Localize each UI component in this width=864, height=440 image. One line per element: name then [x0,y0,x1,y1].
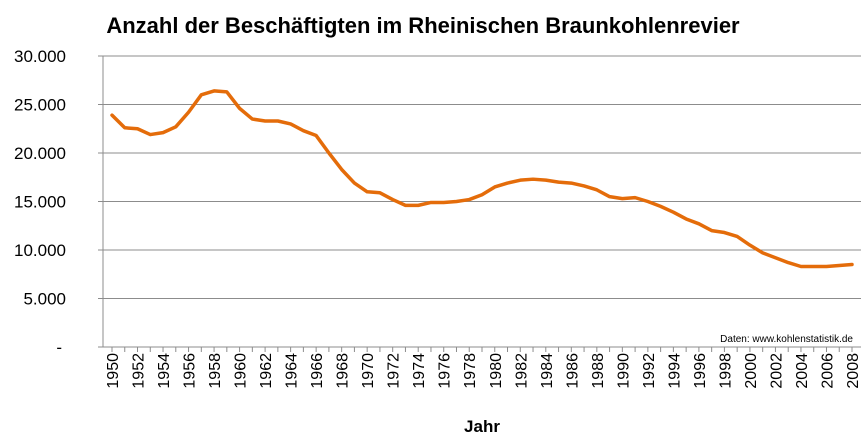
x-tick-label: 1998 [717,353,734,389]
x-axis-ticks: 1950 1952 1954 1956 1958 1960 1962 1964 1966 1968… [105,347,862,389]
series-layer [110,89,854,269]
y-tick-label: - [56,338,62,357]
x-tick-label: 1966 [309,353,326,389]
series-line [110,89,854,269]
x-tick-label: 1958 [207,353,224,389]
x-tick-label: 1974 [411,353,428,389]
x-axis-label: Jahr [464,417,500,436]
y-tick-label: 20.000 [14,144,66,163]
x-tick-label: 2004 [794,353,811,389]
x-tick-label: 1950 [105,353,122,389]
x-tick-label: 2008 [845,353,862,389]
x-tick-label: 1994 [666,353,683,389]
y-tick-label: 15.000 [14,193,66,212]
y-tick-label: 10.000 [14,241,66,260]
x-tick-label: 2006 [819,353,836,389]
x-tick-label: 1984 [539,353,556,389]
x-tick-label: 1956 [182,353,199,389]
x-tick-label: 1976 [437,353,454,389]
x-tick-label: 1982 [513,353,530,389]
x-tick-label: 1970 [360,353,377,389]
x-tick-label: 1960 [233,353,250,389]
x-tick-label: 1978 [462,353,479,389]
y-tick-label: 30.000 [14,47,66,66]
x-tick-label: 1992 [641,353,658,389]
x-tick-label: 1954 [156,353,173,389]
x-tick-label: 1996 [692,353,709,389]
x-tick-label: 1972 [386,353,403,389]
y-tick-label: 25.000 [14,96,66,115]
gridlines [103,55,861,299]
x-tick-label: 1990 [615,353,632,389]
source-note: Daten: www.kohlenstatistik.de [720,334,853,345]
x-tick-label: 1988 [590,353,607,389]
x-tick-label: 2002 [768,353,785,389]
x-tick-label: 1962 [258,353,275,389]
x-tick-label: 1952 [131,353,148,389]
y-tick-label: 5.000 [23,290,66,309]
chart-title: Anzahl der Beschäftigten im Rheinischen … [106,13,740,38]
x-tick-label: 1968 [335,353,352,389]
x-tick-label: 1980 [488,353,505,389]
y-axis-ticks: - 5.000 10.000 15.000 20.000 25.000 30.000 [14,47,103,357]
x-tick-label: 1986 [564,353,581,389]
x-tick-label: 2000 [743,353,760,389]
x-tick-label: 1964 [284,353,301,389]
